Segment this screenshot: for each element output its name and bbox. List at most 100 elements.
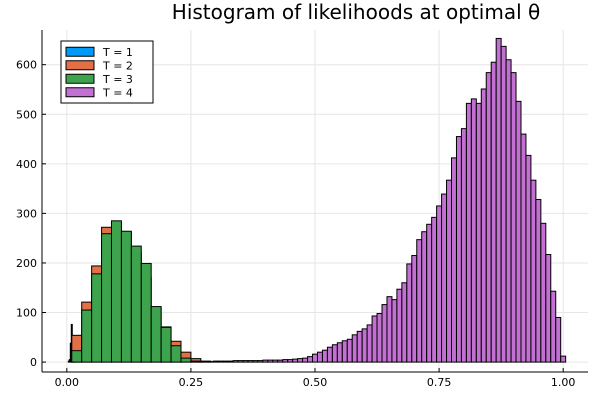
histogram-bar [490, 61, 497, 363]
histogram-bar [366, 324, 373, 363]
histogram-bar [356, 330, 363, 363]
histogram-bar [460, 128, 467, 363]
histogram-bar [485, 72, 492, 363]
x-tick-label: 0.75 [427, 376, 452, 389]
histogram-bar [465, 102, 472, 363]
series-4 [197, 37, 567, 363]
x-tick-label: 1.00 [551, 376, 576, 389]
histogram-bar [71, 350, 83, 363]
histogram-bar [341, 340, 348, 363]
histogram-bar [545, 254, 552, 363]
histogram-bar [257, 360, 264, 363]
legend: T = 1T = 2T = 3T = 4 [60, 40, 154, 104]
histogram-bar [515, 100, 522, 363]
histogram-bar [436, 205, 443, 363]
histogram-bar [550, 290, 557, 363]
histogram-bar [81, 309, 93, 363]
histogram-bar [500, 45, 507, 363]
histogram-bar [91, 273, 103, 363]
histogram-bar [530, 179, 537, 363]
histogram-bar [212, 360, 219, 363]
histogram-bar [110, 220, 122, 363]
histogram-bar [222, 360, 229, 363]
histogram-bar [336, 342, 343, 363]
histogram-bar [150, 306, 162, 363]
histogram-bar [292, 358, 299, 363]
histogram-bar [495, 37, 502, 363]
histogram-bar [376, 313, 383, 363]
series-3 [71, 220, 202, 363]
x-tick-label: 0.00 [55, 376, 80, 389]
histogram-bar [331, 344, 338, 363]
histogram-bar [455, 136, 462, 363]
histogram-bar [421, 231, 428, 363]
histogram-bar [361, 328, 368, 363]
histogram-bar [386, 296, 393, 363]
histogram-bar [282, 359, 289, 363]
histogram-bar [505, 59, 512, 363]
histogram-bar [232, 360, 239, 363]
legend-label: T = 4 [102, 86, 133, 99]
y-tick-label: 0 [30, 356, 37, 369]
legend-swatch [65, 46, 95, 57]
histogram-bar [262, 359, 269, 363]
y-tick-label: 300 [16, 207, 37, 220]
histogram-bar [401, 282, 408, 363]
histogram-bar [297, 358, 304, 363]
histogram-bar [371, 315, 378, 363]
histogram-bar [180, 357, 192, 363]
histogram-bar [130, 245, 142, 363]
y-tick-label: 400 [16, 158, 37, 171]
histogram-bar [351, 334, 358, 363]
histogram-bar [525, 154, 532, 363]
histogram-bar [120, 230, 132, 363]
histogram-bar [441, 193, 448, 363]
y-tick-label: 100 [16, 307, 37, 320]
histogram-bar [540, 222, 547, 363]
histogram-bar [416, 239, 423, 363]
histogram-bar [170, 345, 182, 363]
histogram-bar [406, 263, 413, 363]
histogram-bar [101, 233, 112, 363]
histogram-bar [277, 359, 284, 363]
histogram-bar [267, 359, 274, 363]
histogram-bar [475, 102, 482, 363]
legend-label: T = 1 [102, 46, 133, 59]
histogram-bar [520, 133, 527, 363]
histogram-bar [307, 356, 314, 363]
histogram-bar [252, 360, 259, 363]
legend-swatch [65, 73, 95, 84]
histogram-bar [426, 223, 433, 363]
x-tick-label: 0.50 [303, 376, 328, 389]
histogram-bar [217, 360, 224, 363]
legend-swatch [65, 87, 95, 98]
legend-label: T = 2 [102, 59, 133, 72]
y-tick-label: 600 [16, 59, 37, 72]
bars [67, 37, 567, 363]
x-tick-label: 0.25 [179, 376, 204, 389]
histogram-bar [391, 299, 398, 363]
histogram-bar [381, 304, 388, 363]
histogram-bar [470, 98, 477, 363]
y-tick-label: 500 [16, 108, 37, 121]
histogram-bar [247, 360, 254, 363]
histogram-bar [451, 157, 457, 363]
histogram-bar [272, 359, 279, 363]
histogram-bar [140, 262, 152, 363]
histogram-bar [321, 349, 328, 363]
histogram-bar [302, 357, 309, 363]
histogram-bar [326, 346, 333, 363]
histogram-bar [160, 326, 172, 363]
histogram-bar [227, 360, 234, 363]
histogram-bar [535, 199, 542, 363]
histogram-bar [411, 255, 418, 363]
histogram-bar [312, 353, 318, 363]
histogram-bar [555, 316, 562, 363]
histogram-bar [560, 355, 567, 363]
histogram-bar [346, 338, 353, 363]
histogram-bar [237, 360, 244, 363]
histogram-bar [480, 88, 487, 363]
histogram-bar [316, 351, 323, 363]
histogram-bar [396, 288, 403, 363]
